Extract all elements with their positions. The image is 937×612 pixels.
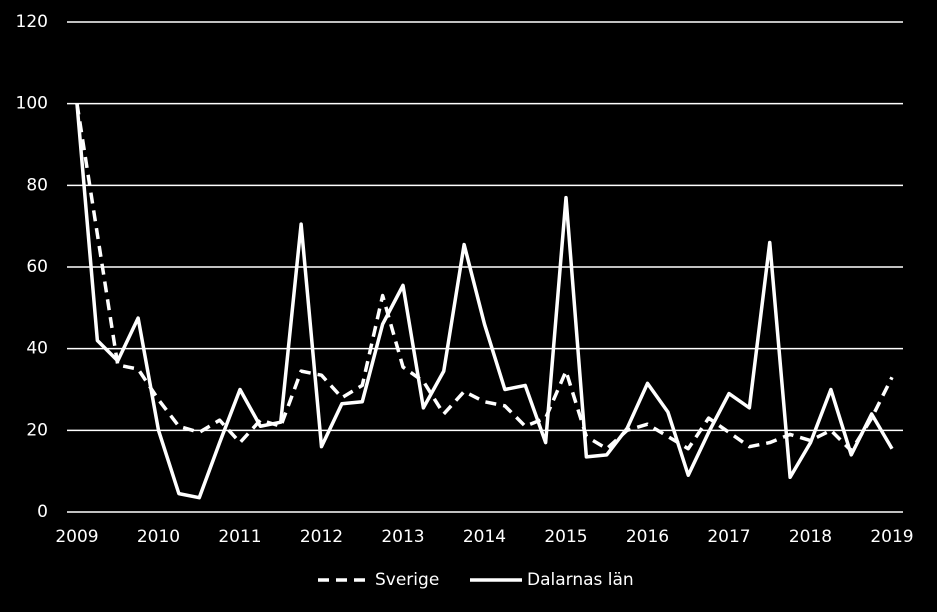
x-tick-label: 2015 [544,527,587,547]
x-tick-label: 2019 [870,527,913,547]
y-tick-label: 120 [16,12,48,32]
legend-label: Dalarnas län [527,570,634,590]
y-tick-label: 100 [16,94,48,114]
x-tick-label: 2009 [55,527,98,547]
y-tick-label: 0 [37,502,48,522]
x-tick-label: 2017 [707,527,750,547]
series-line [75,103,894,453]
y-tick-label: 60 [26,257,48,277]
x-tick-label: 2011 [218,527,261,547]
y-tick-label: 80 [26,175,48,195]
legend-label: Sverige [375,570,439,590]
x-tick-label: 2014 [463,527,506,547]
y-tick-label: 20 [26,420,48,440]
series-line [75,103,894,500]
x-tick-label: 2012 [300,527,343,547]
x-tick-label: 2016 [626,527,669,547]
x-tick-label: 2013 [381,527,424,547]
x-tick-label: 2010 [137,527,180,547]
y-tick-label: 40 [26,339,48,359]
x-tick-label: 2018 [789,527,832,547]
